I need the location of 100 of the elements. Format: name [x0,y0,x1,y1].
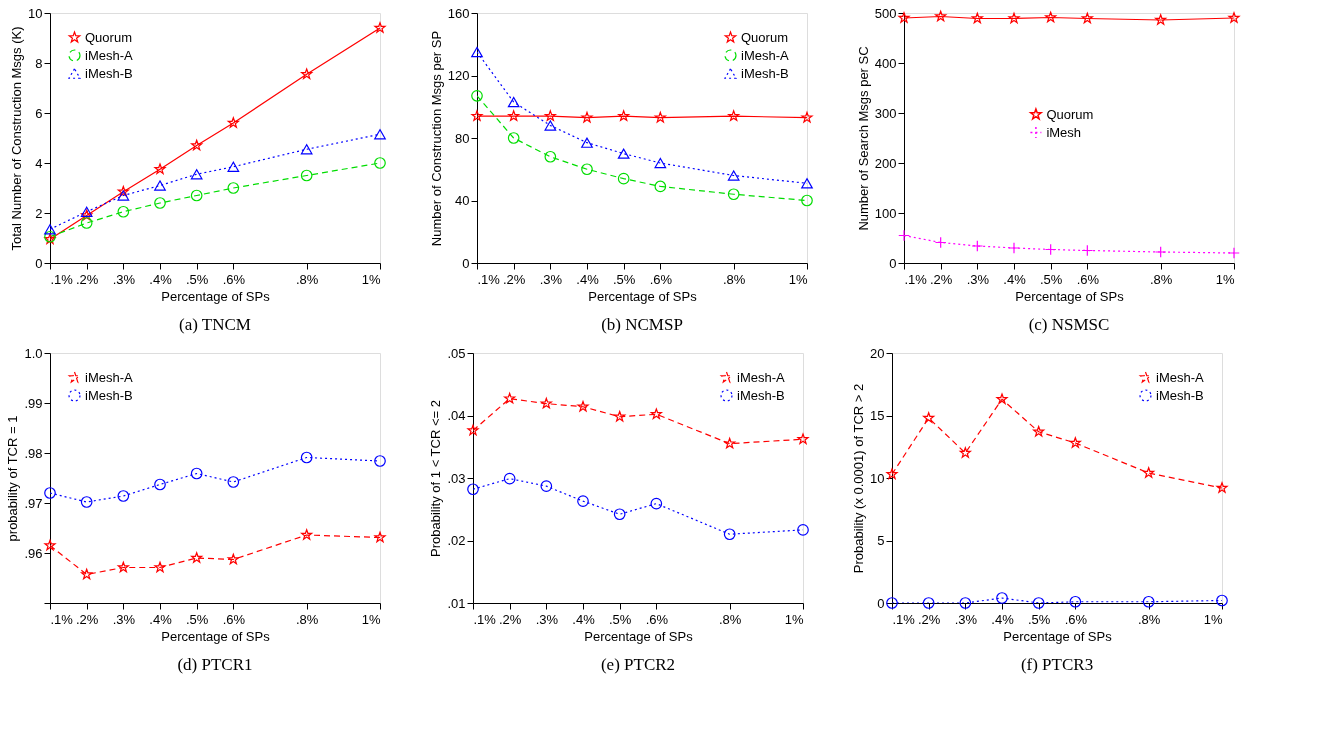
x-tick-label: .6% [1064,611,1088,627]
x-tick-label: .2% [75,271,99,287]
y-tick-label: 10 [28,5,43,21]
y-axis-title: Probability (x 0.0001) of TCR > 2 [851,383,867,574]
x-axis-title: Percentage of SPs [161,288,271,304]
y-tick-label: 160 [447,5,470,21]
x-tick-label: .6% [649,271,673,287]
y-tick-label: 10 [870,470,885,486]
x-tick-label: .2% [917,611,941,627]
y-tick-label: 8 [35,55,43,71]
x-tick-label: .8% [295,271,319,287]
legend-label: iMesh-A [1156,369,1205,385]
legend-label: iMesh-B [1156,387,1204,403]
y-tick-label: 200 [874,155,897,171]
y-tick-label: .99 [24,395,43,411]
x-tick-label: 1% [1203,611,1223,627]
x-tick-label: .4% [572,611,596,627]
y-tick-label: .98 [24,445,43,461]
y-tick-label: 4 [35,155,43,171]
y-tick-label: 2 [35,205,43,221]
x-tick-label: .3% [539,271,563,287]
x-tick-label: .6% [1076,271,1100,287]
text: (e) PTCR2 [600,655,676,674]
legend-label: iMesh [1046,124,1082,140]
y-tick-label: 0 [889,255,897,271]
x-tick-label: .5% [185,271,209,287]
x-tick-label: .3% [954,611,978,627]
y-tick-label: 1.0 [24,345,43,361]
y-tick-label: .96 [24,545,43,561]
text: (d) PTCR1 [177,655,253,674]
x-tick-label: .4% [991,611,1015,627]
legend-label: iMesh-B [85,387,133,403]
x-tick-label: .2% [498,611,522,627]
legend-label: iMesh-B [737,387,785,403]
y-tick-label: 120 [447,68,470,83]
legend-label: iMesh-A [85,369,134,385]
x-tick-label: .6% [222,611,246,627]
y-tick-label: 400 [874,55,897,71]
x-tick-label: .1% [904,271,928,287]
x-tick-label: .3% [966,271,990,287]
legend-label: Quorum [85,29,132,45]
y-tick-label: 0 [877,595,885,611]
x-tick-label: .2% [929,271,953,287]
y-tick-label: 40 [455,193,470,208]
legend-label: iMesh-A [737,369,786,385]
legend-label: iMesh-B [85,65,133,81]
legend-label: iMesh-B [741,65,789,81]
text: (f) PTCR3 [1020,655,1094,674]
x-tick-label: .3% [535,611,559,627]
x-tick-label: .6% [645,611,669,627]
y-tick-label: .05 [447,345,466,361]
text: (b) NCMSP [601,315,683,334]
y-tick-label: 20 [870,345,885,361]
y-tick-label: 100 [874,205,897,221]
y-tick-label: .01 [447,595,466,611]
y-tick-label: 0 [462,255,470,271]
x-tick-label: .8% [1149,271,1173,287]
text: (c) NSMSC [1028,315,1110,334]
x-tick-label: .1% [477,271,501,287]
y-tick-label: 300 [874,105,897,121]
x-tick-label: 1% [788,271,808,287]
y-tick-label: 5 [877,533,885,548]
x-tick-label: .4% [149,611,173,627]
y-axis-title: Total Number of Construction Msgs (K) [9,26,25,251]
x-tick-label: .2% [502,271,526,287]
x-tick-label: .5% [612,271,636,287]
x-axis-title: Percentage of SPs [584,628,694,644]
y-tick-label: 0 [35,255,43,271]
x-tick-label: .8% [295,611,319,627]
x-axis-title: Percentage of SPs [1015,288,1125,304]
legend-label: Quorum [741,29,788,45]
x-tick-label: .6% [222,271,246,287]
x-tick-label: .3% [112,271,136,287]
x-tick-label: 1% [1215,271,1235,287]
x-tick-label: .4% [1003,271,1027,287]
x-tick-label: .4% [576,271,600,287]
x-tick-label: .8% [1137,611,1161,627]
x-tick-label: .5% [1027,611,1051,627]
x-tick-label: .5% [1039,271,1063,287]
x-tick-label: .8% [722,271,746,287]
x-tick-label: 1% [361,271,381,287]
legend-label: Quorum [1046,106,1094,122]
y-tick-label: .97 [24,495,43,511]
y-tick-label: .03 [447,470,466,486]
x-tick-label: .1% [50,611,74,627]
y-tick-label: 80 [455,130,470,146]
y-tick-label: .02 [447,533,466,548]
legend-label: iMesh-A [85,47,134,63]
y-axis-title: probability of TCR = 1 [5,415,21,542]
x-tick-label: 1% [361,611,381,627]
x-axis-title: Percentage of SPs [161,628,271,644]
y-axis-title: Number of Search Msgs per SC [855,46,871,231]
y-tick-label: 6 [35,105,43,121]
x-tick-label: 1% [784,611,804,627]
x-axis-title: Percentage of SPs [588,288,698,304]
x-tick-label: .2% [75,611,99,627]
x-tick-label: .8% [718,611,742,627]
x-tick-label: .1% [50,271,74,287]
text: (a) TNCM [179,315,251,334]
y-tick-label: 15 [870,408,885,423]
